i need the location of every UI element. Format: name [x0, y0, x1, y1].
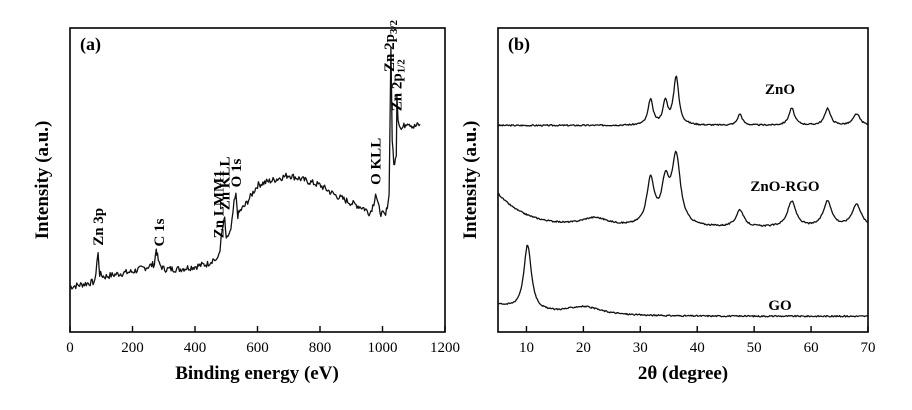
- panel-b-ylabel: Intensity (a.u.): [460, 121, 481, 240]
- x-tick-label: 800: [309, 340, 332, 356]
- panel-a-ticks: 0 200 400 600 800 1000 1200: [66, 326, 460, 356]
- xrd-pattern-line: [498, 150, 869, 227]
- xps-survey-line: [69, 46, 421, 290]
- panel-a-ylabel: Intensity (a.u.): [32, 121, 53, 240]
- panel-b-xlabel: 2θ (degree): [638, 363, 728, 384]
- x-tick-label: 1000: [368, 340, 398, 356]
- peak-annotation: Zn 3p: [91, 208, 107, 246]
- peak-annotation: Zn LMM1: [211, 170, 227, 238]
- x-tick-label: 400: [184, 340, 207, 356]
- panel-b-series-labels: ZnO ZnO-RGO GO: [750, 82, 819, 314]
- x-tick-label: 1200: [430, 340, 460, 356]
- panel-b-frame: [497, 27, 869, 333]
- panel-b-ticks: 10 20 30 40 50 60 70: [519, 326, 876, 356]
- x-tick-label: 600: [246, 340, 269, 356]
- series-label: ZnO: [765, 82, 795, 98]
- panel-a-plot: [69, 46, 421, 290]
- panel-b-plot: [497, 75, 869, 318]
- xrd-pattern-line: [497, 75, 869, 127]
- panel-a-xlabel: Binding energy (eV): [175, 363, 339, 384]
- x-tick-label: 20: [576, 340, 591, 356]
- x-tick-label: 30: [633, 340, 648, 356]
- x-tick-label: 200: [121, 340, 144, 356]
- x-tick-label: 70: [861, 340, 876, 356]
- peak-annotation: O KLL: [369, 138, 385, 185]
- peak-annotation: C 1s: [152, 218, 168, 246]
- x-tick-label: 0: [66, 340, 74, 356]
- peak-annotation: Zn KLL: [218, 157, 234, 211]
- peak-annotation: O 1s: [229, 158, 245, 187]
- xrd-pattern-line: [497, 244, 868, 318]
- series-label: ZnO-RGO: [750, 179, 819, 195]
- x-tick-label: 40: [690, 340, 705, 356]
- panel-b-label: (b): [508, 34, 530, 55]
- x-tick-label: 50: [747, 340, 762, 356]
- series-label: GO: [768, 298, 791, 314]
- x-tick-label: 10: [519, 340, 534, 356]
- panel-a-label: (a): [80, 34, 101, 55]
- x-tick-label: 60: [804, 340, 819, 356]
